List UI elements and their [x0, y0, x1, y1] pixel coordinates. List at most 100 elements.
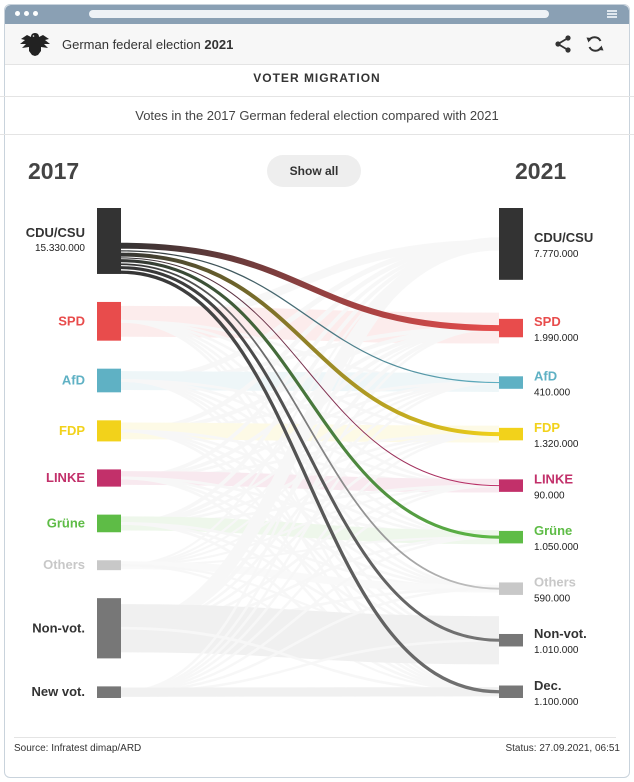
flow-cdu-csu-to-fdp [120, 252, 500, 437]
background-flow-gr-ne-to-dec [120, 522, 500, 694]
background-flow-non-vot-to-afd [120, 381, 500, 630]
flow-cdu-csu-to-gr-ne [120, 259, 500, 539]
cdu-csu-flows [120, 208, 500, 694]
left-node-cdu-csu [97, 208, 121, 274]
background-flow-afd-to-spd [120, 326, 500, 383]
left-label-gr-ne: Grüne [47, 515, 85, 530]
background-flow-linke-to-fdp [120, 432, 500, 480]
background-flow-gr-ne-to-cdu-csu [120, 241, 500, 526]
left-node-fdp [97, 420, 121, 442]
background-flow-gr-ne-to-gr-ne [120, 516, 500, 545]
background-flow-afd-to-non-vot [120, 379, 500, 642]
background-flow-linke-to-cdu-csu [120, 242, 500, 480]
background-flow-fdp-to-gr-ne [120, 429, 500, 539]
hamburger-menu-icon[interactable] [607, 10, 617, 18]
left-label-afd: AfD [62, 373, 85, 388]
right-value-dec: 1.100.000 [534, 697, 579, 708]
left-label-fdp: FDP [59, 423, 85, 438]
background-flow-linke-to-spd [120, 326, 500, 480]
background-flow-linke-to-others [120, 476, 500, 591]
app-header: German federal election 2021 [5, 24, 629, 65]
background-flow-spd-to-linke [120, 319, 500, 487]
right-node-dec [499, 685, 523, 698]
background-flow-new-vot-to-linke [120, 484, 500, 694]
browser-title-bar [5, 5, 629, 24]
background-flow-gr-ne-to-non-vot [120, 522, 500, 642]
flow-cdu-csu-to-others [120, 263, 500, 590]
background-flow-gr-ne-to-linke [120, 484, 500, 525]
right-label-cdu-csu: CDU/CSU [534, 230, 593, 245]
right-value-others: 590.000 [534, 594, 571, 605]
left-value-cdu-csu: 15.330.000 [35, 243, 85, 254]
left-label-spd: SPD [58, 313, 85, 328]
background-flow-others-to-others [120, 561, 500, 593]
background-flow-gr-ne-to-afd [120, 381, 500, 525]
status-note: Status: 27.09.2021, 06:51 [505, 743, 620, 754]
left-label-others: Others [43, 557, 85, 572]
background-flow-others-to-afd [120, 381, 500, 567]
background-flow-spd-to-gr-ne [120, 319, 500, 539]
background-flow-linke-to-dec [120, 476, 500, 694]
right-label-dec: Dec. [534, 678, 561, 693]
background-flow-fdp-to-afd [120, 381, 500, 433]
source-note: Source: Infratest dimap/ARD [14, 743, 142, 754]
right-label-fdp: FDP [534, 420, 560, 435]
right-label-non-vot: Non-vot. [534, 626, 587, 641]
left-label-non-vot: Non-vot. [32, 620, 85, 635]
background-flow-spd-to-fdp [120, 319, 500, 436]
right-label-linke: LINKE [534, 472, 573, 487]
refresh-icon[interactable] [585, 34, 605, 54]
background-flow-others-to-non-vot [120, 564, 500, 642]
show-all-button[interactable]: Show all [267, 155, 361, 187]
background-flow-afd-to-dec [120, 379, 500, 694]
background-flow-new-vot-to-gr-ne [120, 535, 500, 694]
background-flow-afd-to-fdp [120, 379, 500, 436]
background-flow-non-vot-to-dec [120, 626, 500, 694]
app-title-year: 2021 [204, 37, 234, 52]
right-value-spd: 1.990.000 [534, 333, 579, 344]
right-value-non-vot: 1.010.000 [534, 645, 579, 656]
right-node-afd [499, 376, 523, 389]
left-node-others [97, 560, 121, 571]
background-flow-new-vot-to-afd [120, 381, 500, 694]
right-value-afd: 410.000 [534, 388, 571, 399]
flow-cdu-csu-to-dec [120, 270, 500, 694]
background-flow-others-to-fdp [120, 433, 500, 567]
background-flow-linke-to-non-vot [120, 476, 500, 642]
background-flow-linke-to-linke [120, 471, 500, 493]
background-flow-new-vot-to-others [120, 587, 500, 694]
left-node-gr-ne [97, 514, 121, 533]
footer-divider [14, 737, 616, 738]
background-flow-fdp-to-dec [120, 429, 500, 694]
background-flow-spd-to-others [120, 319, 500, 591]
right-node-non-vot [499, 633, 523, 647]
right-node-linke [499, 479, 523, 492]
background-flow-new-vot-to-non-vot [120, 638, 500, 694]
chart-subtitle: Votes in the 2017 German federal electio… [0, 97, 634, 135]
right-node-others [499, 582, 523, 595]
flow-cdu-csu-to-afd [120, 250, 500, 384]
flow-cdu-csu-to-spd [120, 242, 500, 332]
background-flow-others-to-linke [120, 484, 500, 567]
url-bar[interactable] [89, 10, 549, 18]
background-flow-non-vot-to-fdp [120, 432, 500, 630]
background-flows [120, 237, 500, 697]
background-flow-afd-to-others [120, 379, 500, 591]
background-flow-new-vot-to-spd [120, 326, 500, 694]
left-node-spd [97, 301, 121, 341]
background-flow-fdp-to-fdp [120, 422, 500, 443]
background-flow-gr-ne-to-spd [120, 326, 500, 526]
left-label-cdu-csu: CDU/CSU [26, 225, 85, 240]
background-flow-gr-ne-to-others [120, 522, 500, 591]
background-flow-others-to-gr-ne [120, 536, 500, 567]
right-value-linke: 90.000 [534, 491, 565, 502]
share-icon[interactable] [553, 34, 573, 54]
right-label-gr-ne: Grüne [534, 523, 572, 538]
background-flow-fdp-to-non-vot [120, 429, 500, 642]
right-node-gr-ne [499, 530, 523, 544]
background-flow-spd-to-dec [120, 319, 500, 694]
right-node-spd [499, 318, 523, 338]
left-node-linke [97, 469, 121, 487]
left-node-new-vot [97, 686, 121, 698]
year-label-right: 2021 [515, 158, 567, 184]
